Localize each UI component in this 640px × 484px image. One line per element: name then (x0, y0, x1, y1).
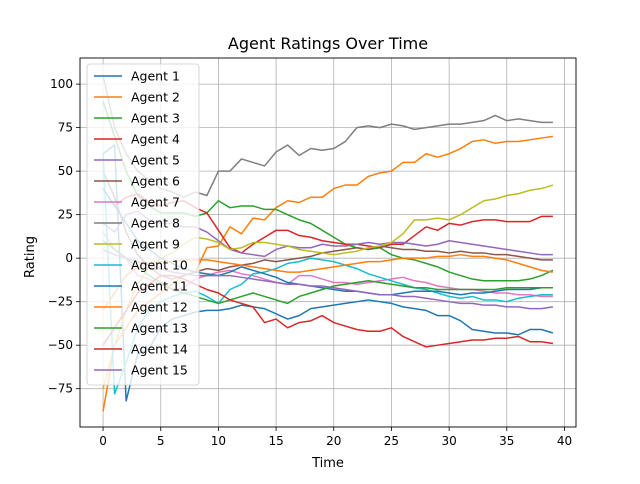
x-tick-label: 25 (384, 434, 399, 448)
chart-title: Agent Ratings Over Time (228, 34, 428, 53)
y-tick-label: 25 (58, 208, 73, 222)
x-tick-label: 35 (499, 434, 514, 448)
legend-entry: Agent 8 (131, 216, 180, 231)
legend-entry: Agent 10 (131, 258, 188, 273)
legend-entry: Agent 12 (131, 300, 188, 315)
x-tick-label: 40 (557, 434, 572, 448)
legend-box (86, 63, 200, 386)
x-tick-label: 0 (99, 434, 107, 448)
x-tick-label: 5 (157, 434, 165, 448)
y-tick-label: 75 (58, 121, 73, 135)
y-tick-label: 100 (50, 77, 73, 91)
x-tick-label: 15 (268, 434, 283, 448)
legend-entry: Agent 6 (131, 174, 180, 189)
legend-entry: Agent 7 (131, 195, 180, 210)
legend: Agent 1 Agent 2 Agent 3 Agent 4 Agent 5 Agent… (86, 63, 200, 386)
legend-entry: Agent 4 (131, 132, 180, 147)
legend-entry: Agent 3 (131, 111, 180, 126)
legend-entry: Agent 2 (131, 90, 180, 105)
x-axis-ticks: 0 5 10 15 20 25 30 35 40 (99, 427, 572, 448)
legend-entry: Agent 11 (131, 279, 188, 294)
y-tick-label: 50 (58, 164, 73, 178)
y-tick-label: −75 (48, 382, 73, 396)
y-tick-label: 0 (65, 251, 73, 265)
plot-frame (79, 57, 577, 428)
y-axis-ticks: −75 −50 −25 0 25 50 75 100 (48, 77, 80, 396)
legend-entry: Agent 14 (131, 342, 188, 357)
x-tick-label: 20 (326, 434, 341, 448)
grid (80, 58, 576, 427)
legend-entry: Agent 13 (131, 321, 188, 336)
x-axis-label: Time (311, 456, 344, 471)
legend-entry: Agent 9 (131, 237, 180, 252)
y-tick-label: −25 (48, 295, 73, 309)
y-axis-label: Rating (23, 236, 38, 278)
legend-entry: Agent 1 (131, 69, 180, 84)
legend-entry: Agent 5 (131, 153, 180, 168)
x-tick-label: 30 (441, 434, 456, 448)
legend-entry: Agent 15 (131, 363, 188, 378)
x-tick-label: 10 (211, 434, 226, 448)
y-tick-label: −50 (48, 338, 73, 352)
